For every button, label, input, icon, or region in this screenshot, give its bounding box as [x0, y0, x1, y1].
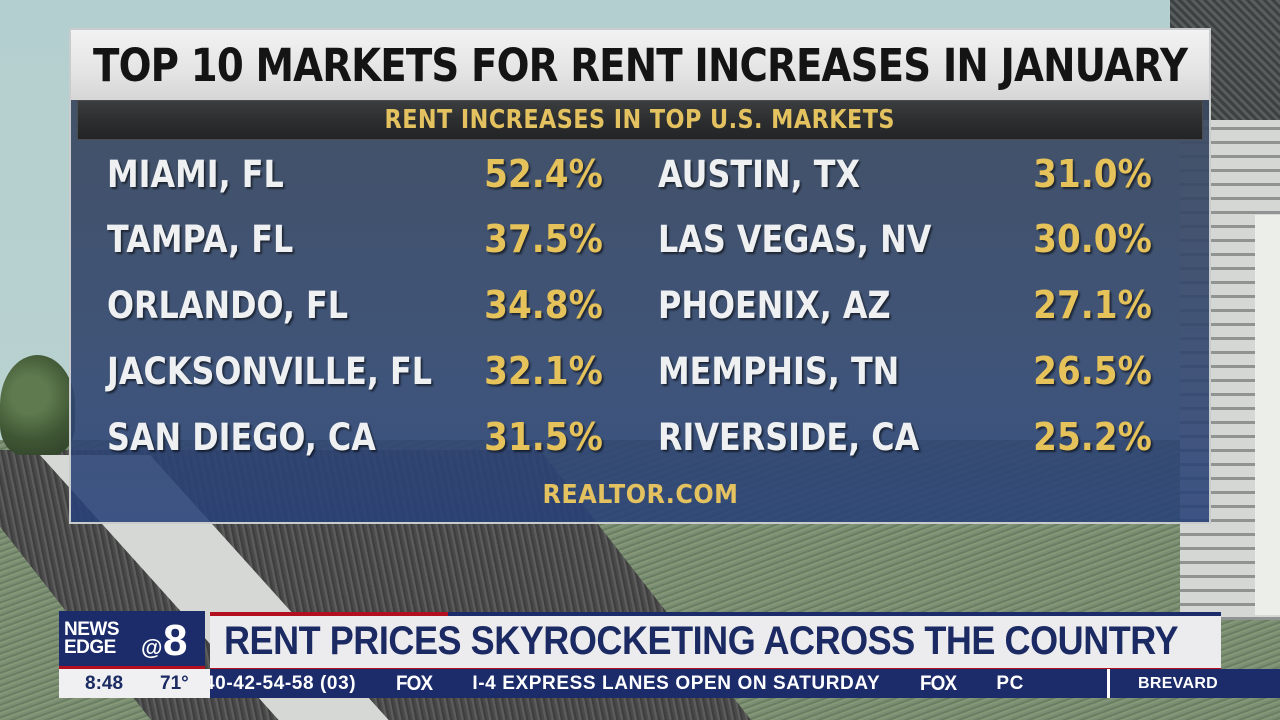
graphic-title-bar: TOP 10 MARKETS FOR RENT INCREASES IN JAN…: [71, 30, 1209, 100]
market-row: ORLANDO, FL 34.8%: [107, 277, 603, 333]
left-market-column: MIAMI, FL 52.4% TAMPA, FL 37.5% ORLANDO,…: [107, 146, 603, 476]
temperature: 71°: [160, 672, 189, 694]
rent-increase-graphic: TOP 10 MARKETS FOR RENT INCREASES IN JAN…: [69, 28, 1211, 524]
fox-logo-icon: FOX: [920, 671, 957, 695]
market-value: 31.0%: [1033, 152, 1152, 196]
clock-time: 8:48: [85, 672, 124, 694]
ticker-divider: [1107, 669, 1110, 698]
region-label: BREVARD: [1138, 674, 1219, 692]
market-row: PHOENIX, AZ 27.1%: [658, 277, 1152, 333]
time-temp-box: 8:48 71°: [59, 669, 210, 698]
market-city: ORLANDO, FL: [107, 283, 349, 327]
tree-illustration: [0, 355, 75, 455]
market-value: 26.5%: [1033, 349, 1152, 393]
porch-column-illustration: [1255, 215, 1280, 615]
market-city: AUSTIN, TX: [658, 152, 860, 196]
market-value: 52.4%: [484, 152, 603, 196]
logo-news-text: NEWS: [64, 619, 120, 640]
logo-channel-number: 8: [163, 616, 188, 665]
market-city: MEMPHIS, TN: [658, 349, 900, 393]
news-ticker: 40-42-54-58 (03) FOX I-4 EXPRESS LANES O…: [210, 669, 1110, 698]
headline-accent-stripe: [210, 612, 448, 616]
headline-text: RENT PRICES SKYROCKETING ACROSS THE COUN…: [224, 619, 1179, 663]
logo-at-symbol: @: [141, 635, 163, 660]
market-city: RIVERSIDE, CA: [658, 415, 920, 459]
market-row: JACKSONVILLE, FL 32.1%: [107, 343, 603, 399]
graphic-content: RENT INCREASES IN TOP U.S. MARKETS MIAMI…: [71, 100, 1209, 522]
ticker-item: 40-42-54-58 (03): [210, 672, 357, 694]
market-row: TAMPA, FL 37.5%: [107, 211, 603, 267]
ticker-track: 40-42-54-58 (03) FOX I-4 EXPRESS LANES O…: [210, 669, 1062, 698]
source-label: REALTOR.COM: [542, 480, 738, 510]
market-city: JACKSONVILLE, FL: [107, 349, 433, 393]
ticker-item: I-4 EXPRESS LANES OPEN ON SATURDAY: [472, 672, 881, 694]
market-value: 32.1%: [484, 349, 603, 393]
headline-banner: RENT PRICES SKYROCKETING ACROSS THE COUN…: [210, 612, 1221, 671]
market-value: 31.5%: [484, 415, 603, 459]
graphic-subtitle-bar: RENT INCREASES IN TOP U.S. MARKETS: [77, 100, 1203, 140]
graphic-subtitle: RENT INCREASES IN TOP U.S. MARKETS: [384, 105, 896, 135]
region-label-box: BREVARD: [1110, 669, 1280, 698]
market-city: TAMPA, FL: [107, 217, 294, 261]
graphic-title: TOP 10 MARKETS FOR RENT INCREASES IN JAN…: [92, 38, 1188, 92]
graphic-source: REALTOR.COM: [71, 480, 1209, 510]
fox-logo-icon: FOX: [396, 671, 433, 695]
market-city: MIAMI, FL: [107, 152, 284, 196]
market-row: AUSTIN, TX 31.0%: [658, 146, 1152, 202]
ticker-item: PC: [996, 672, 1025, 694]
market-value: 25.2%: [1033, 415, 1152, 459]
market-value: 37.5%: [484, 217, 603, 261]
market-row: LAS VEGAS, NV 30.0%: [658, 211, 1152, 267]
logo-edge-text: EDGE: [64, 637, 116, 658]
market-row: MEMPHIS, TN 26.5%: [658, 343, 1152, 399]
market-row: MIAMI, FL 52.4%: [107, 146, 603, 202]
market-value: 30.0%: [1033, 217, 1152, 261]
market-value: 34.8%: [484, 283, 603, 327]
right-market-column: AUSTIN, TX 31.0% LAS VEGAS, NV 30.0% PHO…: [658, 146, 1152, 476]
market-value: 27.1%: [1033, 283, 1152, 327]
market-row: RIVERSIDE, CA 25.2%: [658, 409, 1152, 465]
market-city: PHOENIX, AZ: [658, 283, 891, 327]
station-logo: NEWS EDGE @ 8: [59, 611, 205, 669]
market-city: LAS VEGAS, NV: [658, 217, 932, 261]
market-row: SAN DIEGO, CA 31.5%: [107, 409, 603, 465]
market-city: SAN DIEGO, CA: [107, 415, 376, 459]
